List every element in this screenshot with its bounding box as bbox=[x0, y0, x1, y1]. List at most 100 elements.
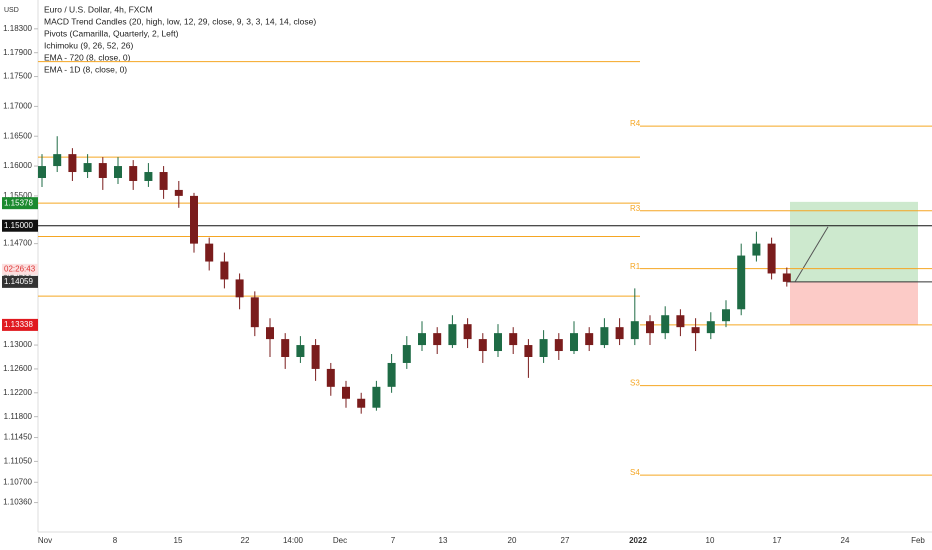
pivot-label: S3 bbox=[630, 379, 640, 388]
candle-body bbox=[539, 339, 548, 357]
y-tick-label: 1.13000 bbox=[3, 340, 32, 349]
candle-body bbox=[357, 398, 366, 408]
price-badge bbox=[2, 275, 38, 288]
projection-arrow bbox=[794, 226, 829, 283]
price-badge bbox=[2, 318, 38, 331]
price-badge-label: 1.15000 bbox=[4, 221, 33, 230]
candle-body bbox=[387, 362, 396, 387]
y-tick-label: 1.18300 bbox=[3, 24, 32, 33]
candle-body bbox=[38, 166, 46, 178]
x-tick-label: 2022 bbox=[629, 536, 647, 545]
candle-body bbox=[646, 321, 654, 334]
candle-body bbox=[129, 166, 138, 181]
candle-body bbox=[661, 315, 670, 334]
candle-body bbox=[585, 333, 594, 346]
candle-body bbox=[752, 243, 761, 256]
candle-body bbox=[296, 345, 305, 357]
candle-body bbox=[782, 273, 791, 282]
y-tick-label: 1.17500 bbox=[3, 72, 32, 81]
x-tick-label: 24 bbox=[841, 536, 850, 545]
x-tick-label: Dec bbox=[333, 536, 347, 545]
indicator-legend: Ichimoku (9, 26, 52, 26) bbox=[44, 40, 133, 50]
y-tick-label: 1.17900 bbox=[3, 48, 32, 57]
x-tick-label: Feb bbox=[911, 536, 925, 545]
x-tick-label: 10 bbox=[706, 536, 715, 545]
x-tick-label: Nov bbox=[38, 536, 52, 545]
y-tick-label: 1.14700 bbox=[3, 239, 32, 248]
axis-unit: USD bbox=[4, 7, 19, 14]
candle-body bbox=[570, 333, 578, 352]
candle-body bbox=[706, 321, 715, 334]
x-tick-label: 22 bbox=[241, 536, 250, 545]
x-tick-label: 14:00 bbox=[283, 536, 304, 545]
y-tick-label: 1.15500 bbox=[3, 191, 32, 200]
y-tick-label: 1.11450 bbox=[4, 433, 33, 442]
pivot-label: S4 bbox=[630, 468, 640, 477]
candle-body bbox=[114, 166, 122, 178]
candle-body bbox=[342, 386, 350, 399]
candle-body bbox=[767, 243, 776, 274]
indicator-legend: EMA - 720 (8, close, 0) bbox=[44, 52, 131, 62]
candle-body bbox=[524, 345, 533, 357]
candle-body bbox=[418, 333, 426, 346]
price-badge-label: 1.14059 bbox=[4, 277, 33, 286]
x-tick-label: 15 bbox=[174, 536, 183, 545]
x-tick-label: 8 bbox=[113, 536, 118, 545]
y-tick-label: 1.12200 bbox=[3, 388, 32, 397]
candle-body bbox=[281, 339, 290, 357]
candle-body bbox=[144, 172, 153, 181]
y-tick-label: 1.16000 bbox=[3, 161, 32, 170]
candle-body bbox=[509, 333, 518, 346]
price-badge bbox=[2, 219, 38, 232]
candle-body bbox=[235, 279, 244, 298]
price-badge-label: 1.15378 bbox=[4, 198, 33, 207]
stop-zone bbox=[790, 281, 918, 325]
x-tick-label: 17 bbox=[773, 536, 782, 545]
y-tick-label: 1.10360 bbox=[3, 498, 32, 507]
indicator-legend: EMA - 1D (8, close, 0) bbox=[44, 64, 127, 74]
x-tick-label: 27 bbox=[561, 536, 570, 545]
candle-body bbox=[205, 243, 214, 262]
pivot-label: R1 bbox=[630, 262, 641, 271]
candle-body bbox=[737, 255, 746, 310]
candle-body bbox=[630, 321, 639, 340]
y-tick-label: 1.11050 bbox=[4, 457, 33, 466]
x-tick-label: 13 bbox=[439, 536, 448, 545]
y-tick-label: 1.11800 bbox=[4, 412, 33, 421]
candle-body bbox=[220, 261, 229, 280]
target-zone bbox=[790, 201, 918, 282]
pivot-label: R3 bbox=[630, 204, 641, 213]
chart-title: Euro / U.S. Dollar, 4h, FXCM bbox=[44, 4, 153, 14]
candle-body bbox=[448, 324, 457, 346]
candle-body bbox=[600, 327, 609, 346]
candle-body bbox=[190, 195, 198, 244]
x-tick-label: 20 bbox=[508, 536, 517, 545]
countdown: 02:26:43 bbox=[4, 264, 36, 273]
candle-body bbox=[159, 172, 168, 190]
countdown-badge bbox=[2, 263, 38, 275]
candle-body bbox=[478, 339, 487, 352]
indicator-legend: Pivots (Camarilla, Quarterly, 2, Left) bbox=[44, 28, 179, 38]
candle-body bbox=[83, 163, 92, 173]
price-badge bbox=[2, 197, 38, 210]
candle-body bbox=[433, 333, 442, 346]
candle-body bbox=[326, 368, 335, 387]
y-tick-label: 1.17000 bbox=[3, 101, 32, 110]
candle-body bbox=[266, 327, 274, 340]
candle-body bbox=[463, 324, 472, 340]
y-tick-label: 1.12600 bbox=[3, 364, 32, 373]
candle-body bbox=[615, 327, 624, 340]
candle-body bbox=[554, 339, 563, 352]
pivot-label: R4 bbox=[630, 119, 641, 128]
candle-body bbox=[250, 297, 259, 328]
candle-body bbox=[691, 327, 700, 334]
y-tick-label: 1.10700 bbox=[3, 477, 32, 486]
candle-body bbox=[311, 345, 320, 369]
candle-body bbox=[174, 189, 183, 196]
candle-body bbox=[53, 154, 62, 167]
candle-body bbox=[722, 309, 730, 322]
candle-body bbox=[98, 163, 107, 178]
candle-body bbox=[676, 315, 685, 328]
